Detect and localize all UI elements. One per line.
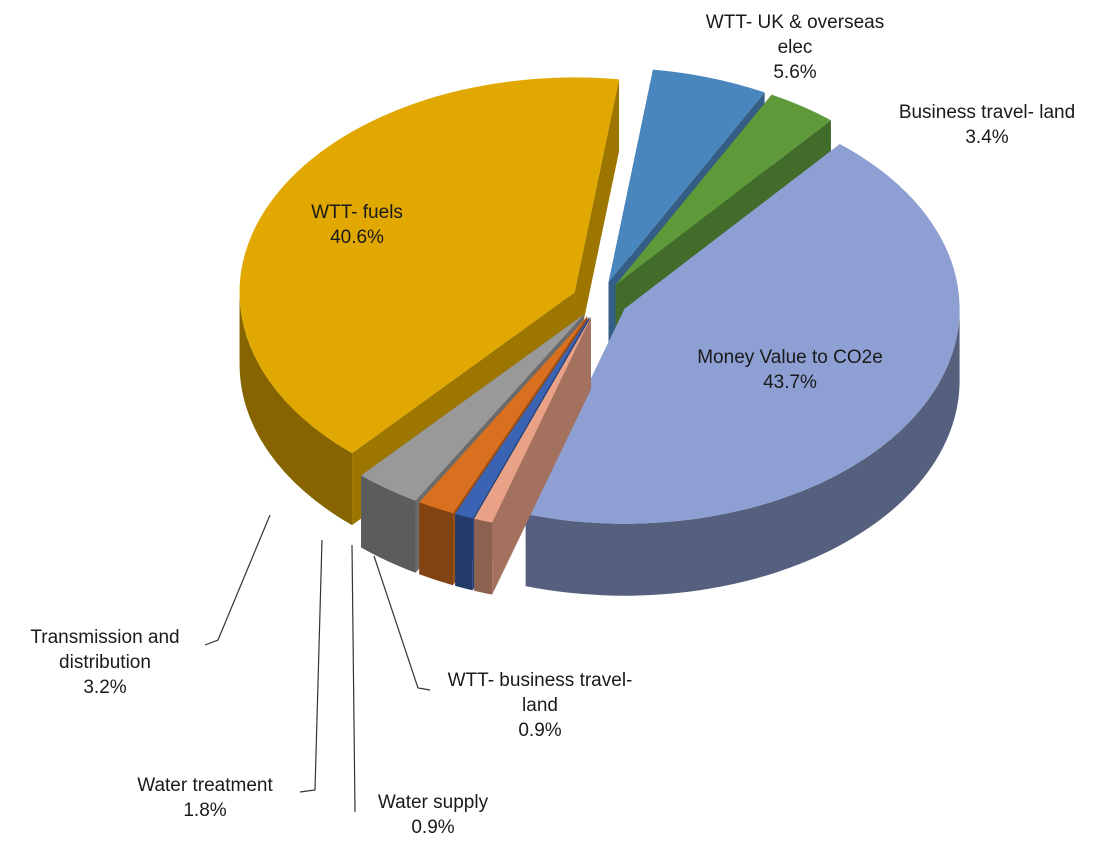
label-name: Water treatment [137, 775, 273, 796]
slice-side [455, 513, 473, 591]
data-label: Water supply 0.9% [348, 790, 518, 840]
data-label: Water treatment 1.8% [105, 773, 305, 823]
label-name: Business travel- land [898, 102, 1076, 123]
label-value: 3.4% [965, 127, 1009, 148]
label-value: 0.9% [518, 720, 562, 741]
slice-side [474, 518, 493, 595]
data-label: Business travel- land 3.4% [862, 100, 1103, 150]
data-label: Money Value to CO2e 43.7% [640, 345, 940, 395]
data-label: WTT- business travel- land 0.9% [430, 668, 650, 743]
slice-wall [474, 317, 591, 591]
slice [419, 316, 588, 514]
leader-line [204, 514, 271, 646]
label-value: 43.7% [763, 372, 817, 393]
data-label: Transmission and distribution 3.2% [13, 625, 198, 700]
label-name: Water supply [377, 792, 489, 813]
label-name: Transmission and distribution [30, 627, 180, 673]
slice [455, 316, 590, 519]
data-label: WTT- fuels 40.6% [257, 200, 457, 250]
label-value: 5.6% [773, 62, 817, 83]
slice [239, 77, 620, 454]
leader-line [299, 539, 323, 793]
label-value: 0.9% [411, 817, 455, 838]
label-value: 3.2% [83, 677, 127, 698]
label-name: WTT- UK & overseas elec [705, 12, 885, 58]
slice [615, 94, 831, 285]
label-name: WTT- business travel- land [447, 670, 633, 716]
leader-line [373, 555, 431, 691]
slice-side [419, 502, 454, 586]
label-value: 40.6% [330, 227, 384, 248]
slice-side [239, 292, 353, 526]
slice-side [525, 308, 960, 596]
slice [474, 317, 591, 523]
slice-side [361, 475, 416, 573]
slice [361, 314, 584, 501]
label-value: 1.8% [183, 800, 227, 821]
leader-line [351, 544, 356, 813]
slices [239, 69, 960, 596]
data-label: WTT- UK & overseas elec 5.6% [695, 10, 895, 85]
slice-wall [574, 79, 620, 365]
slice [608, 69, 765, 283]
label-name: WTT- fuels [311, 202, 403, 223]
label-name: Money Value to CO2e [697, 347, 883, 368]
slice [525, 144, 960, 524]
